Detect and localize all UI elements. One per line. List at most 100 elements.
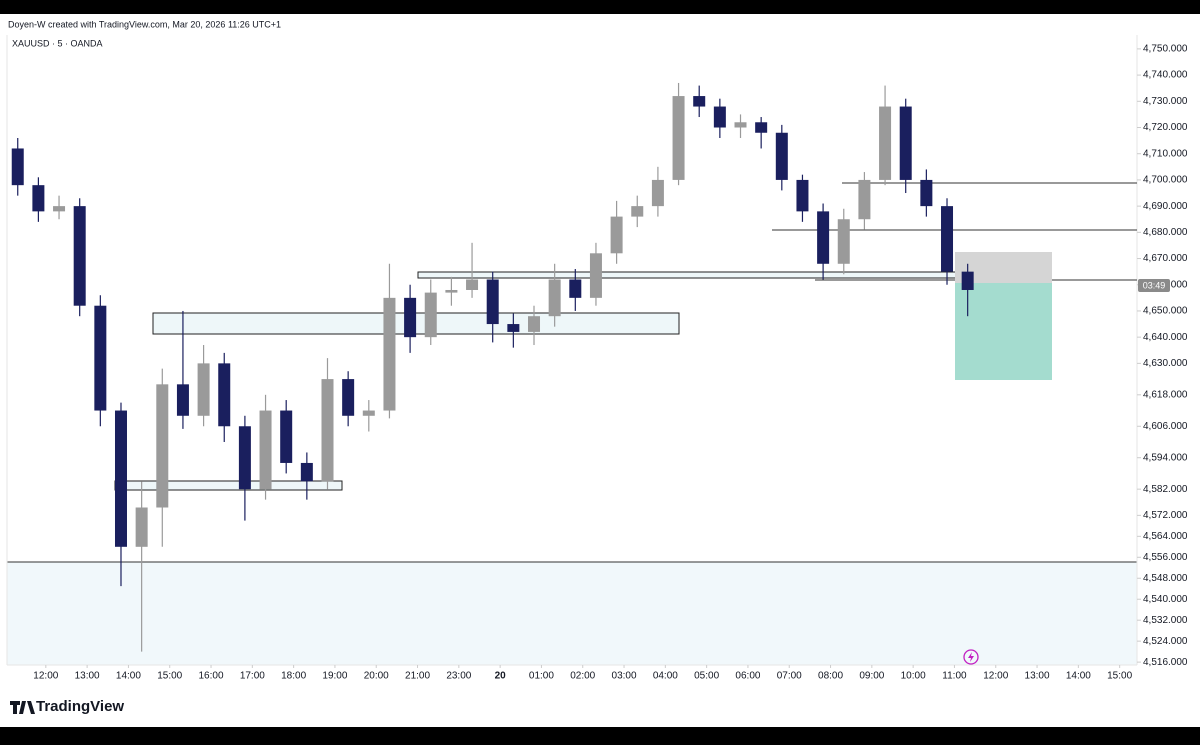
x-tick-label: 09:00 [859,671,884,682]
candle-body [858,179,871,220]
brand: TradingView [36,698,124,715]
y-tick-label: 4,690.000 [1143,201,1188,212]
candle-body [424,292,437,338]
y-tick-label: 4,548.000 [1143,573,1188,584]
zone [417,271,1014,279]
axes: 4,750.000 4,740.000 4,730.000 4,720.000 4,71… [33,44,1188,682]
candle-body [53,206,66,212]
target-box [955,283,1052,380]
candle-body [342,379,355,416]
x-tick-label: 20 [495,671,507,682]
y-tick-label: 4,532.000 [1143,615,1188,626]
candle-body [94,305,107,411]
x-tick-label: 13:00 [1025,671,1050,682]
x-tick-label: 15:00 [157,671,182,682]
y-tick-label: 4,564.000 [1143,531,1188,542]
candle-body [11,148,24,186]
y-tick-label: 4,750.000 [1143,44,1188,55]
candle-body [920,179,933,207]
y-tick-label: 4,582.000 [1143,484,1188,495]
candle-body [569,279,582,298]
x-tick-label: 14:00 [116,671,141,682]
candle-body [879,106,892,180]
x-tick-label: 17:00 [240,671,265,682]
candle-body [528,316,541,332]
candle-body [300,462,313,482]
y-tick-label: 4,606.000 [1143,421,1188,432]
candles [11,82,974,652]
y-tick-label: 4,630.000 [1143,358,1188,369]
candle-body [445,289,458,293]
y-tick-label: 4,700.000 [1143,175,1188,186]
y-tick-label: 4,740.000 [1143,70,1188,81]
candle-body [899,106,912,180]
candle-body [775,132,788,180]
y-tick-label: 4,680.000 [1143,227,1188,238]
candle-body [404,297,417,338]
x-tick-label: 19:00 [322,671,347,682]
candle-body [32,185,45,212]
candle-body [362,410,375,416]
event-icon-bolt [968,652,974,662]
candle-body [466,279,479,290]
candle-body [321,379,334,482]
x-tick-label: 06:00 [735,671,760,682]
y-tick-label: 4,572.000 [1143,510,1188,521]
x-tick-label: 12:00 [33,671,58,682]
candle-body [961,271,974,290]
x-tick-label: 04:00 [653,671,678,682]
y-tick-label: 4,710.000 [1143,148,1188,159]
y-tick-label: 4,640.000 [1143,332,1188,343]
x-tick-label: 14:00 [1066,671,1091,682]
candle-body [610,216,623,254]
x-tick-label: 13:00 [75,671,100,682]
x-tick-label: 01:00 [529,671,554,682]
countdown-badge [1138,279,1170,292]
candle-body [651,179,664,207]
candle-body [672,96,685,180]
zone [7,562,1137,665]
y-tick-label: 4,720.000 [1143,122,1188,133]
candle-body [796,179,809,212]
x-tick-label: 05:00 [694,671,719,682]
candle-body [383,297,396,411]
x-tick-label: 08:00 [818,671,843,682]
candle-body [548,279,561,317]
x-tick-label: 20:00 [364,671,389,682]
candle-body [238,426,251,490]
symbol: XAUUSD · 5 · OANDA [12,38,103,48]
candle-body [713,106,726,128]
credit: Doyen-W created with TradingView.com, Ma… [8,19,281,29]
candle-body [135,507,148,547]
y-tick-label: 4,650.000 [1143,306,1188,317]
y-tick-label: 4,556.000 [1143,552,1188,563]
candle-body [259,410,272,490]
candle-body [837,219,850,264]
x-tick-label: 16:00 [199,671,224,682]
logo-mark [10,701,35,714]
y-tick-label: 4,730.000 [1143,96,1188,107]
candle-body [73,206,86,306]
y-tick-label: 4,594.000 [1143,452,1188,463]
zone [114,480,343,491]
x-tick-label: 03:00 [612,671,637,682]
x-tick-label: 07:00 [777,671,802,682]
candle-body [941,206,954,272]
x-tick-label: 12:00 [983,671,1008,682]
candle-body [176,384,189,416]
y-tick-label: 4,618.000 [1143,389,1188,400]
candle-body [486,279,499,325]
x-tick-label: 11:00 [942,671,967,682]
candle-body [218,363,231,427]
candle-body [280,410,293,463]
candle-body [755,122,768,133]
x-tick-label: 10:00 [901,671,926,682]
candle-body [631,206,644,217]
candle-body [817,211,830,264]
candle-body [507,324,520,332]
countdown: 03:49 [1143,280,1166,290]
x-tick-label: 15:00 [1107,671,1132,682]
x-tick-label: 18:00 [281,671,306,682]
event-icon[interactable] [963,649,979,665]
